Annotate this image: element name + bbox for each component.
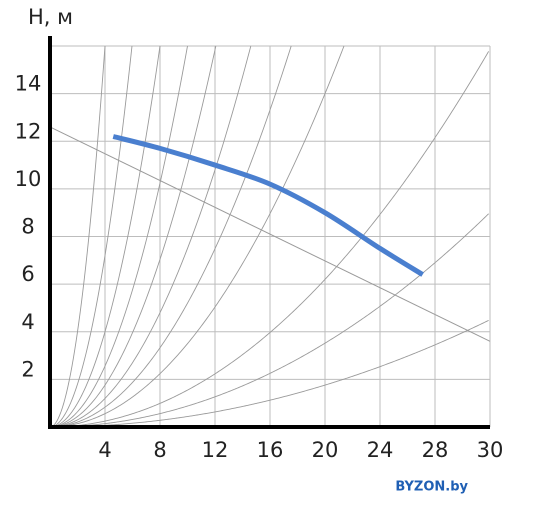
system-curve <box>49 45 161 428</box>
system-curve <box>49 213 489 428</box>
x-tick-label: 28 <box>422 438 449 462</box>
y-axis-title: H, м <box>28 5 73 29</box>
system-curve <box>49 51 490 428</box>
x-tick-label: 8 <box>153 438 166 462</box>
y-tick-label: 2 <box>21 357 34 381</box>
x-tick-label: 12 <box>202 438 229 462</box>
y-tick-label: 10 <box>15 167 42 191</box>
y-tick-label: 6 <box>21 262 34 286</box>
system-curve <box>49 45 133 428</box>
y-tick-label: 8 <box>21 215 34 239</box>
x-tick-label: 30 <box>477 438 504 462</box>
y-tick-label: 12 <box>15 119 42 143</box>
system-curve <box>49 45 106 428</box>
curve-extension <box>49 126 491 342</box>
y-tick-label: 14 <box>15 72 42 96</box>
x-tick-label: 16 <box>257 438 284 462</box>
system-curve <box>49 45 292 428</box>
x-tick-label: 24 <box>367 438 394 462</box>
watermark: BYZON.by <box>395 480 468 495</box>
x-tick-label: 4 <box>98 438 111 462</box>
system-curve <box>49 45 345 428</box>
system-curve <box>49 45 217 428</box>
system-curve <box>49 45 252 428</box>
y-tick-label: 4 <box>21 310 34 334</box>
x-tick-label: 20 <box>312 438 339 462</box>
system-curve <box>49 45 188 428</box>
series-line <box>112 134 424 277</box>
system-curve <box>49 319 489 428</box>
